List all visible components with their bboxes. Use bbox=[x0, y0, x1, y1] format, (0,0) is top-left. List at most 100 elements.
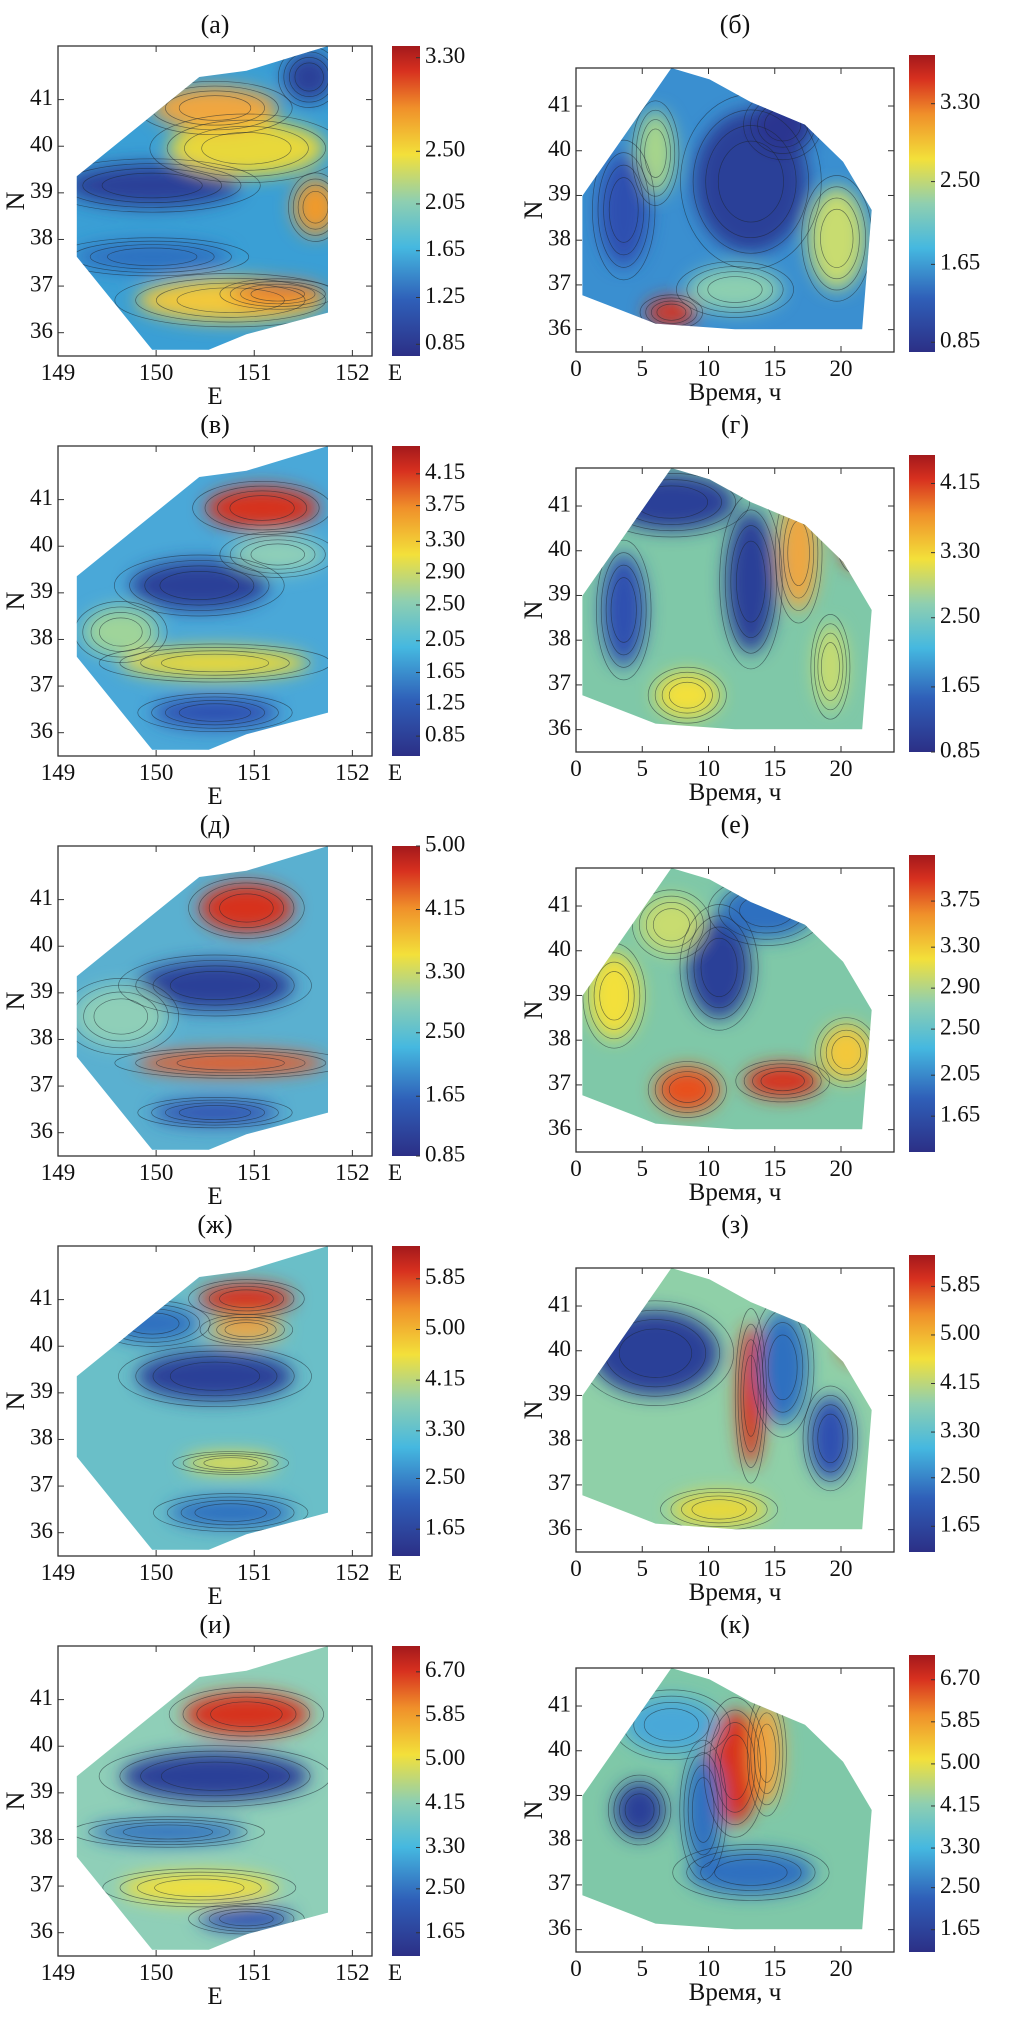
colorbar-tick-label: 1.65 bbox=[940, 1915, 980, 1940]
contour-line bbox=[153, 1493, 309, 1533]
colorbar-tick-label: 2.50 bbox=[940, 1873, 980, 1898]
contour-line bbox=[198, 882, 295, 934]
panel-title: (г) bbox=[721, 410, 749, 439]
contour-line bbox=[160, 1761, 270, 1791]
contour-line bbox=[605, 564, 642, 656]
y-tick-label: 40 bbox=[30, 532, 53, 557]
panel-10: (к) 0 5 10 15 20 36 37 38 39 40 41 Время, ч N 6.70 5.85… bbox=[519, 1610, 980, 2006]
x-axis-label: E bbox=[207, 1983, 222, 2010]
x-axis-end-label: E bbox=[388, 760, 402, 785]
x-tick-label: 149 bbox=[41, 1960, 76, 1985]
x-axis-label: E bbox=[207, 1583, 222, 1610]
contour-blob bbox=[601, 553, 646, 667]
y-tick-label: 39 bbox=[30, 978, 53, 1003]
contour-line bbox=[203, 1457, 258, 1469]
x-axis-label: E bbox=[207, 383, 222, 410]
contour-line bbox=[140, 1756, 290, 1797]
contour-line bbox=[155, 282, 306, 318]
contour-blob bbox=[607, 473, 736, 531]
axes-frame bbox=[57, 1645, 373, 1957]
y-axis-label: N bbox=[519, 1400, 548, 1419]
y-tick-label: 36 bbox=[30, 718, 53, 743]
contour-line bbox=[76, 978, 180, 1055]
contour-line bbox=[82, 168, 223, 203]
contour-line bbox=[846, 522, 866, 556]
contour-blob bbox=[120, 647, 310, 679]
contour-blob bbox=[687, 1849, 815, 1896]
colorbar-tick-label: 2.50 bbox=[940, 1463, 980, 1488]
colorbar-tick-label: 3.30 bbox=[940, 538, 980, 563]
contour-line bbox=[119, 646, 311, 680]
colorbar-tick-label: 5.00 bbox=[940, 1749, 980, 1774]
x-tick-label: 152 bbox=[335, 360, 370, 385]
x-axis-label: E bbox=[207, 1183, 222, 1210]
contour-blob bbox=[839, 510, 872, 568]
x-tick-label: 5 bbox=[637, 756, 649, 781]
contour-line bbox=[292, 178, 328, 236]
contour-line bbox=[672, 1844, 830, 1901]
contour-line bbox=[208, 1908, 284, 1929]
y-tick-label: 39 bbox=[30, 1778, 53, 1803]
contour-line bbox=[98, 617, 143, 647]
y-tick-label: 38 bbox=[548, 225, 571, 250]
contour-line bbox=[137, 1096, 293, 1129]
contour-line bbox=[740, 1339, 762, 1453]
panel-title: (д) bbox=[200, 810, 231, 839]
contour-line bbox=[83, 991, 159, 1042]
contour-line bbox=[101, 172, 203, 199]
contour-line bbox=[76, 163, 242, 208]
contour-line bbox=[144, 565, 255, 606]
contour-field bbox=[582, 68, 872, 330]
contour-line bbox=[169, 971, 261, 1000]
contour-field bbox=[76, 1646, 328, 1950]
y-axis-label: N bbox=[519, 1000, 548, 1019]
contour-blob bbox=[814, 624, 847, 710]
contour-blob bbox=[293, 179, 328, 236]
colorbar-tick-label: 2.90 bbox=[940, 973, 980, 998]
contour-line bbox=[760, 1070, 805, 1092]
colorbar-tick-label: 4.15 bbox=[940, 469, 980, 494]
colorbar-tick-label: 3.30 bbox=[425, 1833, 465, 1858]
y-tick-label: 37 bbox=[30, 671, 53, 696]
colorbar-tick-label: 1.65 bbox=[940, 672, 980, 697]
colorbar-tick-label: 3.30 bbox=[425, 43, 465, 68]
colorbar-tick-label: 1.25 bbox=[425, 283, 465, 308]
contour-line bbox=[188, 1903, 305, 1935]
contour-line bbox=[76, 158, 261, 213]
contour-blob bbox=[750, 1702, 783, 1805]
x-tick-label: 150 bbox=[139, 760, 174, 785]
y-tick-label: 41 bbox=[30, 1285, 53, 1310]
contour-blob bbox=[808, 1395, 853, 1481]
contour-line bbox=[618, 1328, 693, 1378]
contour-blob bbox=[120, 1872, 278, 1904]
contour-field bbox=[582, 1268, 872, 1530]
contour-line bbox=[229, 495, 295, 521]
contour-line bbox=[302, 190, 328, 224]
colorbar bbox=[909, 55, 935, 352]
y-tick-label: 36 bbox=[548, 1915, 571, 1940]
contour-blob bbox=[820, 1024, 872, 1081]
y-tick-label: 40 bbox=[30, 932, 53, 957]
panel-title: (е) bbox=[721, 810, 750, 839]
colorbar-tick-label: 0.85 bbox=[425, 721, 465, 746]
x-tick-label: 150 bbox=[139, 360, 174, 385]
y-tick-label: 40 bbox=[548, 936, 571, 961]
contour-line bbox=[839, 1315, 872, 1363]
colorbar bbox=[392, 446, 420, 756]
contour-line bbox=[168, 1687, 324, 1742]
x-tick-label: 152 bbox=[335, 1960, 370, 1985]
contour-line bbox=[842, 516, 869, 562]
colorbar-tick-label: 3.30 bbox=[940, 1833, 980, 1858]
y-tick-label: 40 bbox=[30, 132, 53, 157]
y-tick-label: 37 bbox=[30, 1871, 53, 1896]
contour-line bbox=[631, 889, 711, 961]
colorbar-tick-label: 2.50 bbox=[940, 603, 980, 628]
colorbar-tick-label: 1.65 bbox=[425, 658, 465, 683]
x-axis-end-label: E bbox=[388, 360, 402, 385]
x-tick-label: 20 bbox=[830, 1556, 853, 1581]
x-tick-label: 151 bbox=[237, 760, 272, 785]
x-tick-label: 149 bbox=[41, 1160, 76, 1185]
contour-line bbox=[707, 276, 763, 303]
panel-title: (в) bbox=[200, 410, 230, 439]
